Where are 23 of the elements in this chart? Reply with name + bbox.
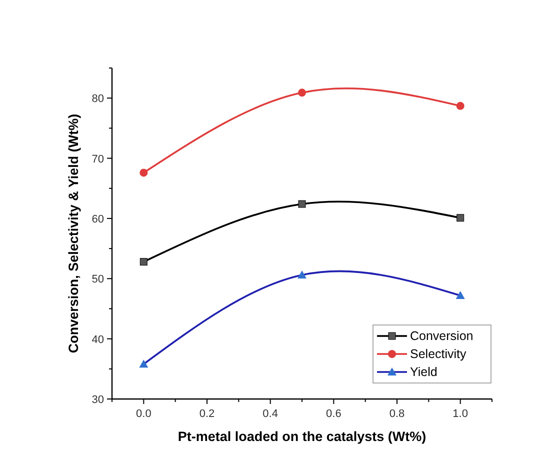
point [456,102,464,110]
point [140,168,148,177]
legend-label: Conversion [410,329,474,343]
legend-label: Yield [410,365,438,379]
legend-label: Selectivity [410,347,468,361]
point [456,214,464,222]
x-axis-title: Pt-metal loaded on the catalysts (Wt%) [178,429,426,444]
x-tick-label: 0.0 [136,408,152,420]
x-tick-label: 1.0 [452,408,468,420]
y-tick-label: 50 [92,274,104,286]
y-axis-title: Conversion, Selectivity & Yield (Wt%) [66,114,81,354]
y-tick-label: 60 [92,213,104,226]
y-tick-label: 30 [92,394,104,406]
y-tick-label: 80 [92,93,104,106]
y-tick-label: 70 [92,153,104,166]
y-tick-label: 40 [92,334,104,346]
x-tick-label: 0.2 [199,408,215,420]
x-tick-label: 0.8 [389,408,405,420]
point [298,200,306,208]
point [140,258,148,266]
x-tick-label: 0.6 [326,408,342,420]
x-tick-label: 0.4 [262,408,278,420]
point [298,88,306,97]
